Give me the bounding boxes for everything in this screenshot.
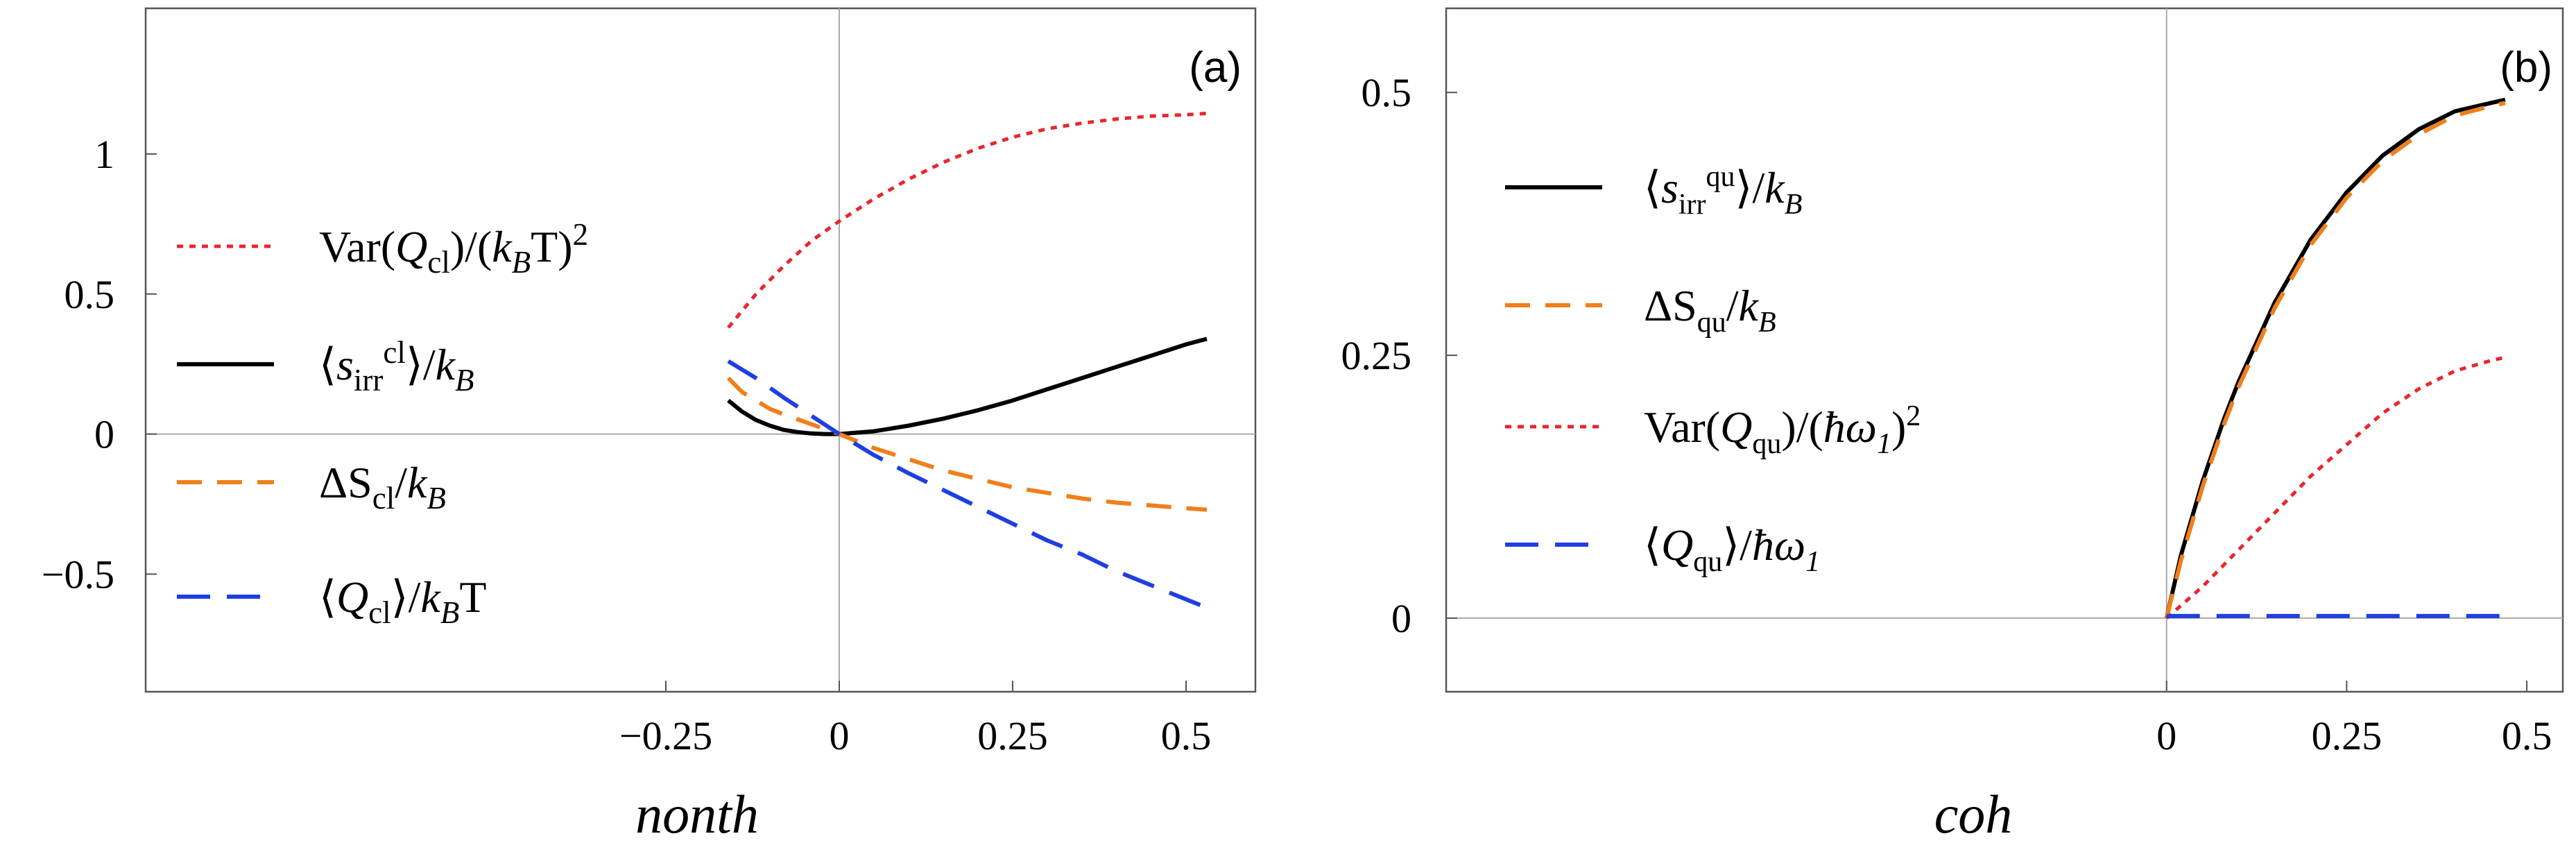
plot-frame [144, 7, 1257, 693]
legend-text-part: )/( [450, 222, 492, 271]
legend-text-part: B [427, 481, 446, 516]
legend-entry: ⟨sirrqu⟩/kB [1644, 161, 1802, 221]
x-tick-label: 0 [2156, 713, 2176, 758]
legend-entry: Var(Qqu)/(ħω1)2 [1644, 400, 1921, 460]
legend-text-part: ) [1891, 402, 1906, 452]
series-line [2164, 97, 2506, 619]
legend-text-part: ħω [1823, 402, 1877, 452]
chart-panel-a: −0.25 0 0.25 0.5−0.500.51nonth(a)Var(Qcl)/(… [42, 7, 1257, 844]
legend-text-part: k [436, 340, 456, 389]
x-axis-label: nonth [635, 784, 759, 844]
legend-text-part: s [336, 340, 354, 389]
legend: Var(Qcl)/(kBT)2⟨sirrcl⟩/kBΔScl/kB⟨Qcl⟩/k… [177, 217, 588, 630]
legend-text-part: 1 [1877, 428, 1891, 460]
panel-label: (b) [2500, 44, 2552, 92]
legend-text-part: ħω [1752, 520, 1805, 570]
legend-text-part: ⟩/ [406, 340, 436, 389]
legend-text-part: ⟨ [1644, 163, 1661, 212]
legend-text-part: )/( [1781, 402, 1823, 452]
legend-text-part: cl [427, 245, 449, 280]
panel-label: (a) [1189, 44, 1242, 92]
series-line [727, 359, 1208, 610]
series-line [2165, 355, 2506, 620]
y-tick-label: 1 [94, 132, 114, 177]
x-tick-label: 0.25 [977, 713, 1048, 758]
legend-text-part: Q [1661, 520, 1693, 570]
legend-text-part: ΔS [319, 458, 372, 507]
legend-text-part: k [407, 458, 428, 507]
legend-text-part: ⟩/ [1735, 163, 1765, 212]
legend-text-part: k [420, 572, 441, 622]
legend-text-part: Q [1720, 402, 1752, 452]
legend-text-part: qu [1693, 546, 1722, 578]
legend-text-part: cl [368, 595, 390, 630]
legend-text-part: 2 [573, 217, 589, 252]
x-axis-label: coh [1934, 784, 2013, 844]
legend-text-part: / [1726, 281, 1739, 330]
legend-entry: ⟨Qqu⟩/ħω1 [1644, 520, 1820, 578]
series-line [726, 376, 1208, 512]
legend-text-part: Q [336, 572, 368, 622]
legend-text-part: s [1661, 163, 1678, 212]
legend-entry: ⟨Qcl⟩/kBT [319, 572, 486, 630]
y-tick-label: 0 [1391, 596, 1411, 641]
legend: ⟨sirrqu⟩/kBΔSqu/kBVar(Qqu)/(ħω1)2⟨Qqu⟩/ħ… [1505, 161, 1921, 578]
legend-text-part: B [1758, 307, 1776, 339]
legend-text-part: qu [1706, 161, 1735, 193]
legend-entry: ΔScl/kB [319, 458, 446, 516]
chart-panel-b: 0 0.25 0.500.250.5coh(b)⟨sirrqu⟩/kBΔSqu/kB… [1341, 7, 2564, 844]
legend-text-part: Var( [319, 222, 395, 271]
legend-text-part: cl [372, 481, 395, 516]
y-tick-label: 0.5 [65, 272, 115, 317]
y-tick-label: 0.25 [1341, 333, 1412, 378]
legend-text-part: cl [383, 335, 405, 370]
series-line [2164, 101, 2506, 619]
y-tick-label: 0.5 [1362, 70, 1412, 115]
legend-text-part: 1 [1805, 546, 1820, 578]
legend-text-part: ⟨ [319, 340, 336, 389]
legend-text-part: ⟨ [1644, 520, 1661, 570]
legend-text-part: ⟨ [319, 572, 336, 622]
legend-text-part: B [440, 595, 460, 630]
plot-frame [1445, 7, 2564, 693]
legend-text-part: T) [531, 222, 572, 271]
series-line [727, 111, 1208, 329]
legend-text-part: ⟩/ [391, 572, 421, 622]
legend-text-part: B [455, 363, 474, 398]
legend-text-part: Q [395, 222, 427, 271]
legend-text-part: qu [1752, 428, 1781, 460]
x-tick-label: 0.25 [2312, 713, 2382, 758]
series-line [727, 336, 1208, 436]
legend-text-part: k [492, 222, 513, 271]
legend-text-part: ΔS [1644, 281, 1697, 330]
legend-text-part: 2 [1906, 400, 1921, 432]
legend-text-part: irr [1678, 189, 1706, 221]
legend-text-part: irr [354, 363, 383, 398]
y-tick-label: 0 [94, 412, 114, 457]
x-tick-label: 0.5 [1161, 713, 1212, 758]
x-tick-label: 0.5 [2502, 713, 2552, 758]
legend-text-part: qu [1697, 307, 1726, 339]
y-tick-label: −0.5 [42, 552, 114, 597]
legend-entry: ⟨sirrcl⟩/kB [319, 335, 474, 398]
legend-entry: Var(Qcl)/(kBT)2 [319, 217, 588, 280]
legend-text-part: B [1785, 189, 1803, 221]
legend-text-part: ⟩/ [1722, 520, 1752, 570]
legend-text-part: Var( [1644, 402, 1720, 452]
x-tick-label: 0 [830, 713, 850, 758]
legend-entry: ΔSqu/kB [1644, 281, 1776, 339]
legend-text-part: k [1764, 163, 1785, 212]
legend-text-part: T [459, 572, 486, 622]
legend-text-part: B [512, 245, 531, 280]
legend-text-part: / [395, 458, 407, 507]
x-tick-label: −0.25 [619, 713, 712, 758]
legend-text-part: k [1739, 281, 1760, 330]
